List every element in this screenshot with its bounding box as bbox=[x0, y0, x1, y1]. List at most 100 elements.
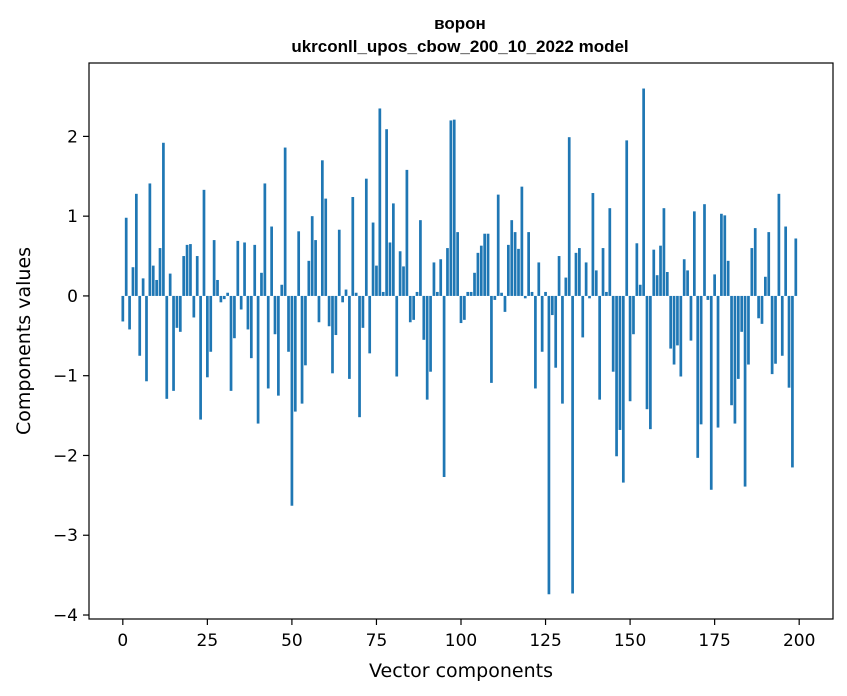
bar-181 bbox=[733, 295, 737, 424]
bar-165 bbox=[679, 295, 683, 377]
bar-103 bbox=[469, 291, 473, 296]
bar-15 bbox=[172, 295, 175, 391]
bar-148 bbox=[621, 295, 625, 483]
bar-186 bbox=[750, 248, 754, 296]
bar-105 bbox=[476, 252, 480, 296]
bar-52 bbox=[297, 231, 301, 296]
x-tick-label: 25 bbox=[197, 631, 219, 651]
bar-60 bbox=[324, 198, 328, 296]
bar-6 bbox=[141, 278, 145, 296]
bar-16 bbox=[175, 295, 179, 328]
chart-title: ворон bbox=[434, 14, 486, 33]
bar-19 bbox=[185, 244, 189, 296]
bar-3 bbox=[131, 267, 135, 296]
x-tick-label: 150 bbox=[614, 631, 646, 651]
bar-50 bbox=[290, 295, 294, 506]
bar-115 bbox=[510, 220, 514, 296]
bar-96 bbox=[446, 248, 449, 296]
bar-106 bbox=[479, 245, 483, 296]
bar-37 bbox=[246, 295, 250, 330]
bar-109 bbox=[490, 295, 493, 383]
bar-24 bbox=[202, 189, 206, 296]
bar-36 bbox=[243, 242, 246, 296]
bar-142 bbox=[601, 248, 605, 296]
bar-53 bbox=[300, 295, 304, 404]
bar-113 bbox=[503, 295, 507, 312]
bar-122 bbox=[534, 295, 537, 389]
bar-84 bbox=[405, 169, 409, 296]
bar-147 bbox=[618, 295, 622, 430]
bar-128 bbox=[554, 295, 558, 368]
bar-182 bbox=[736, 295, 740, 379]
bar-0 bbox=[121, 295, 125, 322]
y-tick-label: 0 bbox=[67, 287, 78, 307]
bar-29 bbox=[219, 295, 223, 303]
bar-114 bbox=[506, 244, 510, 296]
bar-198 bbox=[791, 295, 794, 468]
bar-64 bbox=[337, 229, 341, 296]
bar-104 bbox=[473, 272, 476, 296]
bar-183 bbox=[740, 295, 744, 332]
bar-80 bbox=[392, 203, 395, 296]
y-axis-label: Components values bbox=[13, 247, 35, 435]
chart-subtitle: ukrconll_upos_cbow_200_10_2022 model bbox=[291, 37, 628, 56]
bar-61 bbox=[327, 295, 331, 327]
bar-51 bbox=[293, 295, 297, 412]
bar-28 bbox=[216, 279, 219, 296]
bar-5 bbox=[138, 295, 142, 356]
bar-100 bbox=[459, 295, 463, 324]
bar-108 bbox=[486, 233, 490, 296]
bar-98 bbox=[452, 119, 456, 296]
bar-30 bbox=[222, 295, 226, 300]
bar-190 bbox=[764, 276, 767, 296]
bar-193 bbox=[774, 295, 777, 364]
bar-197 bbox=[787, 295, 791, 388]
bar-170 bbox=[696, 295, 700, 458]
bar-168 bbox=[689, 295, 693, 341]
bar-169 bbox=[692, 211, 696, 296]
bar-95 bbox=[442, 295, 446, 478]
x-tick-label: 175 bbox=[698, 631, 730, 651]
bar-72 bbox=[364, 178, 368, 296]
bar-117 bbox=[517, 248, 520, 296]
bar-89 bbox=[422, 295, 426, 340]
bar-188 bbox=[757, 295, 760, 319]
bar-121 bbox=[530, 291, 534, 296]
bar-180 bbox=[730, 295, 733, 406]
x-tick-label: 0 bbox=[117, 631, 128, 651]
y-tick-label: −3 bbox=[53, 526, 78, 546]
bar-54 bbox=[304, 295, 307, 366]
bar-87 bbox=[415, 291, 419, 296]
bar-172 bbox=[703, 204, 706, 296]
bar-82 bbox=[398, 251, 402, 296]
bar-4 bbox=[134, 193, 138, 296]
bar-158 bbox=[655, 275, 659, 296]
bar-140 bbox=[594, 270, 598, 296]
bar-194 bbox=[777, 193, 781, 296]
bar-65 bbox=[341, 295, 344, 303]
bar-144 bbox=[608, 208, 612, 296]
y-tick-label: 1 bbox=[67, 207, 78, 227]
bar-27 bbox=[212, 240, 216, 296]
bar-178 bbox=[723, 215, 727, 296]
bar-175 bbox=[713, 274, 716, 296]
bar-110 bbox=[493, 295, 497, 300]
bar-191 bbox=[767, 232, 771, 296]
bar-164 bbox=[676, 295, 679, 346]
bar-13 bbox=[165, 295, 169, 399]
bar-145 bbox=[611, 295, 615, 372]
bar-14 bbox=[168, 273, 172, 296]
bar-57 bbox=[314, 240, 317, 296]
bar-45 bbox=[273, 295, 277, 335]
y-tick-label: −1 bbox=[53, 367, 78, 387]
bar-12 bbox=[162, 142, 165, 296]
bar-167 bbox=[686, 270, 689, 296]
bar-134 bbox=[574, 252, 578, 296]
bar-131 bbox=[564, 277, 568, 296]
bar-94 bbox=[439, 259, 443, 296]
bar-70 bbox=[358, 295, 361, 418]
bar-76 bbox=[378, 108, 382, 296]
x-axis-ticks: 0 25 50 75 100 125 150 175 200 bbox=[117, 619, 815, 651]
bar-18 bbox=[182, 256, 186, 296]
bar-139 bbox=[591, 193, 595, 296]
